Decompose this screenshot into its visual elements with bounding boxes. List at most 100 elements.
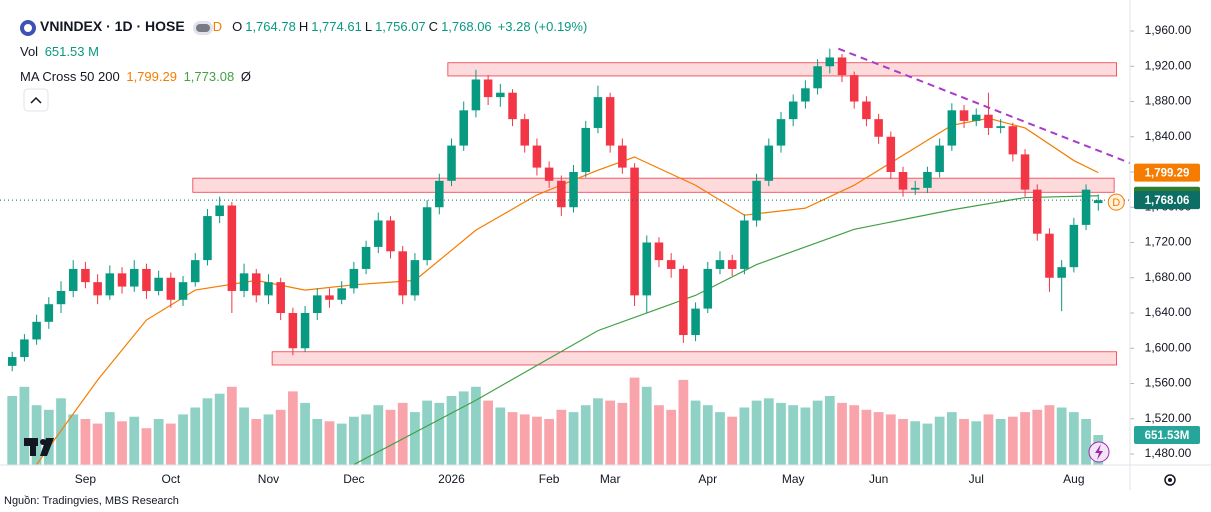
candle-body	[886, 136, 896, 173]
candle-body	[801, 88, 810, 102]
volume-bar	[7, 396, 18, 465]
volume-bar	[763, 398, 774, 465]
candle-layer	[7, 48, 1103, 372]
y-tick-label: 1,480.00	[1145, 446, 1192, 460]
ma50-badge-bg	[1134, 163, 1200, 182]
volume-bar	[471, 386, 481, 465]
candle-body	[935, 145, 944, 173]
volume-badge-bg	[1134, 426, 1200, 445]
candle-body	[56, 290, 66, 305]
candle-body	[813, 66, 822, 89]
candle-body	[544, 167, 554, 181]
candle-body	[300, 312, 310, 349]
ma-row: MA Cross 50 200 1,799.29 1,773.08 Ø	[20, 64, 590, 89]
candle-body	[361, 246, 371, 269]
candle-body	[459, 110, 468, 146]
volume-bar	[702, 405, 713, 465]
axis-layer: 1,960.001,920.001,880.001,840.001,800.00…	[0, 23, 1200, 486]
symbol: VNINDEX · 1D · HOSE	[40, 18, 185, 34]
volume-bar	[666, 409, 677, 465]
candle-body	[32, 321, 41, 340]
candle-body	[618, 145, 627, 168]
volume-bar	[1032, 409, 1043, 465]
volume-bar	[654, 405, 664, 465]
candle-body	[605, 97, 615, 146]
volume-bar	[373, 405, 384, 465]
ma-line	[36, 117, 1099, 465]
volume-bar	[959, 419, 969, 465]
candle-body	[20, 339, 29, 358]
volume-bar	[19, 386, 30, 465]
candle-body	[874, 119, 883, 137]
y-tick-label: 1,640.00	[1145, 305, 1192, 319]
candle-body	[349, 268, 359, 289]
pill[interactable]	[195, 23, 210, 32]
volume-bar	[751, 400, 762, 465]
candle-body	[325, 295, 334, 300]
y-tick-label: 1,600.00	[1145, 340, 1192, 354]
volume-bar	[1081, 419, 1091, 465]
volume-bar	[934, 416, 945, 465]
y-tick-label: 1,720.00	[1145, 235, 1192, 249]
candle-body	[337, 288, 346, 300]
legend: VNINDEX · 1D · HOSE D O 1,764.78 H 1,774.61 L 1…	[20, 14, 590, 89]
settings-icon[interactable]	[1164, 474, 1176, 486]
candle-body	[642, 242, 652, 296]
lightning-icon[interactable]	[1088, 441, 1110, 463]
candle-body	[691, 308, 700, 336]
volume-bar	[580, 405, 591, 465]
volume-bar	[788, 405, 799, 465]
volume-bar	[153, 419, 164, 465]
ma200-value: 1,773.08	[183, 69, 235, 84]
volume-bar	[178, 414, 188, 465]
flag: D	[212, 19, 223, 34]
y-tick-label: 1,680.00	[1145, 270, 1192, 284]
collapse-button[interactable]	[23, 88, 49, 112]
volume-bar	[287, 391, 298, 465]
candle-body	[313, 295, 322, 313]
volume-bar	[483, 400, 494, 465]
candle-body	[788, 101, 798, 120]
volume-bar	[251, 419, 262, 465]
volume-bar	[812, 400, 823, 465]
zone	[271, 351, 1117, 366]
volume-bar	[141, 428, 152, 465]
volume-bar	[129, 416, 140, 465]
candle-body	[178, 282, 188, 300]
volume-bar	[349, 416, 359, 465]
candle-body	[105, 273, 115, 296]
volume-bar	[544, 419, 555, 465]
volume-bar	[727, 416, 738, 465]
candle-body	[7, 357, 17, 366]
volume-bar	[824, 396, 835, 465]
candle-body	[68, 268, 78, 291]
y-tick-label: 1,880.00	[1145, 94, 1192, 108]
volume-bar	[80, 419, 91, 465]
volume-bar	[995, 419, 1006, 465]
candle-body	[81, 268, 90, 283]
volume-bar	[519, 414, 530, 465]
candle-body	[862, 101, 871, 120]
volume-bar	[275, 409, 286, 465]
zones	[192, 62, 1117, 366]
candle-body	[825, 57, 835, 67]
candle-body	[1020, 154, 1030, 190]
candle-body	[679, 268, 688, 336]
candle-body	[483, 79, 493, 98]
volume-bar	[629, 377, 640, 465]
volume-row: Vol 651.53 M	[20, 39, 590, 64]
volume-bar	[165, 423, 176, 465]
candle-body	[898, 172, 908, 190]
candle-body	[1057, 267, 1066, 278]
candle-body	[117, 273, 127, 287]
volume-bar	[1044, 405, 1055, 465]
ma-name: MA Cross 50 200	[20, 69, 120, 84]
volume-bar	[983, 414, 994, 465]
candle-body	[410, 260, 420, 296]
volume-bar	[800, 407, 811, 465]
volume-bar	[715, 412, 725, 465]
candle-body	[532, 145, 542, 168]
candle-body	[398, 251, 407, 296]
volume-bar	[397, 402, 408, 465]
candle-body	[703, 268, 713, 309]
